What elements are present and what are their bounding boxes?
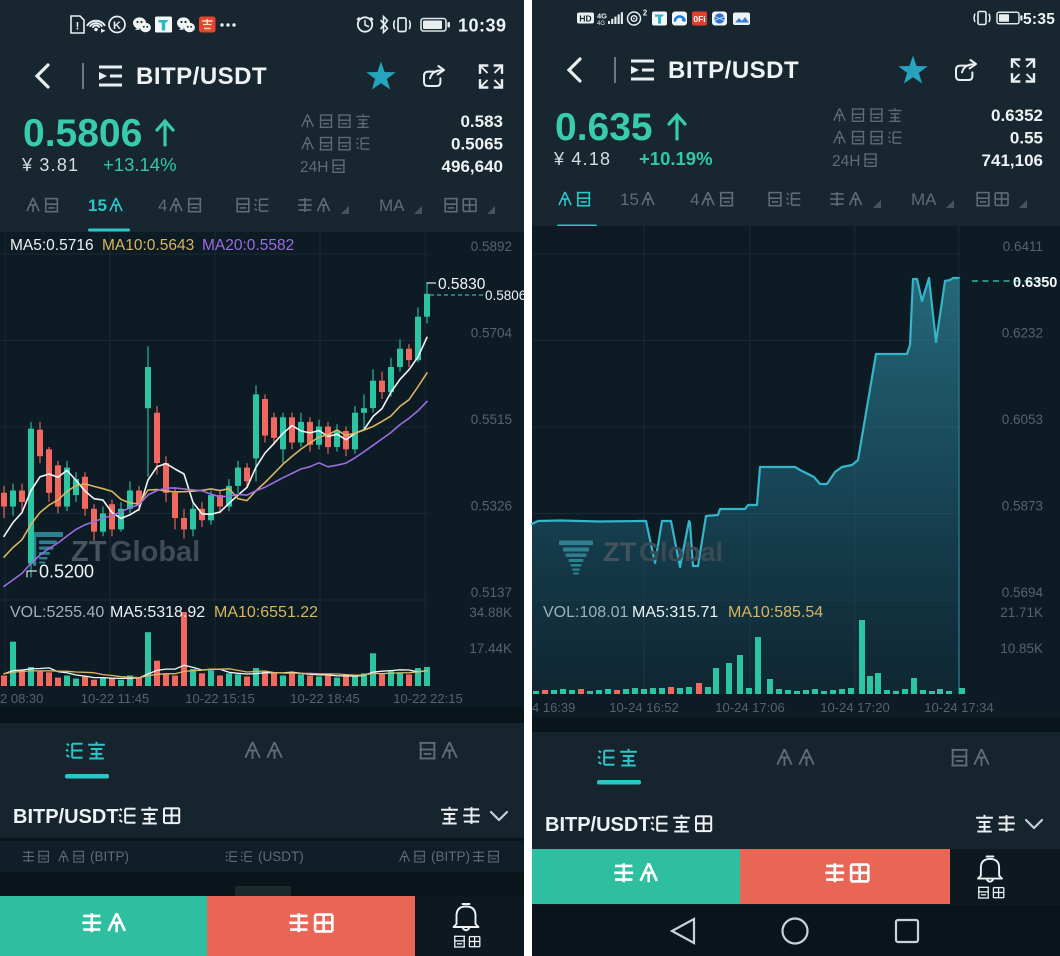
svg-text:+13.14%: +13.14% [103, 154, 177, 175]
svg-text:4: 4 [158, 196, 167, 215]
svg-text:0.5806: 0.5806 [485, 288, 526, 303]
svg-text:0.5326: 0.5326 [471, 499, 512, 514]
svg-text:0.635: 0.635 [555, 106, 653, 149]
svg-text:MA5:315.71: MA5:315.71 [632, 604, 718, 621]
svg-text:4G: 4G [597, 12, 607, 21]
svg-text:0.55: 0.55 [1010, 129, 1043, 148]
svg-text:21.71K: 21.71K [1000, 605, 1043, 620]
svg-text:0.5873: 0.5873 [1002, 499, 1043, 514]
svg-text:0.6411: 0.6411 [1003, 239, 1043, 254]
svg-text:BITP/USDT: BITP/USDT [545, 814, 651, 836]
svg-text:15: 15 [620, 190, 639, 209]
svg-text:10-22 18:45: 10-22 18:45 [290, 691, 359, 706]
svg-text:34.88K: 34.88K [469, 605, 512, 620]
svg-text:K: K [113, 20, 121, 32]
svg-text:0.6053: 0.6053 [1002, 412, 1043, 427]
svg-text:2: 2 [643, 9, 648, 18]
svg-text:+10.19%: +10.19% [639, 148, 713, 169]
svg-text:10-22 22:15: 10-22 22:15 [393, 691, 462, 706]
svg-text:24H: 24H [832, 153, 860, 170]
svg-text:5:35: 5:35 [1023, 11, 1055, 28]
svg-text:15: 15 [88, 196, 107, 215]
svg-text:0.6232: 0.6232 [1002, 326, 1043, 341]
svg-text:0.5806: 0.5806 [23, 112, 142, 155]
svg-text:0.5704: 0.5704 [471, 326, 513, 341]
svg-text:¥ 4.18: ¥ 4.18 [553, 149, 611, 169]
svg-text:10-24 17:06: 10-24 17:06 [715, 700, 784, 715]
svg-text:BITP/USDT: BITP/USDT [668, 57, 799, 84]
svg-text:10.85K: 10.85K [1000, 641, 1043, 656]
svg-text:0.5515: 0.5515 [471, 412, 512, 427]
svg-text:4G: 4G [597, 21, 605, 27]
svg-text:10-24 17:34: 10-24 17:34 [924, 700, 993, 715]
svg-text:4: 4 [690, 190, 699, 209]
svg-text:0.5200: 0.5200 [39, 562, 94, 582]
svg-text:MA5:0.5716: MA5:0.5716 [10, 237, 94, 254]
svg-text:741,106: 741,106 [982, 151, 1043, 170]
svg-text:0.5830: 0.5830 [438, 276, 486, 293]
svg-text:MA10:6551.22: MA10:6551.22 [214, 604, 318, 621]
svg-text:10:39: 10:39 [458, 16, 507, 36]
svg-text:496,640: 496,640 [442, 157, 503, 176]
svg-text:17.44K: 17.44K [469, 641, 512, 656]
svg-text:0.5065: 0.5065 [451, 135, 503, 154]
svg-text:VOL:5255.40: VOL:5255.40 [10, 604, 104, 621]
svg-text:0Fi: 0Fi [693, 14, 705, 24]
svg-text:ZT: ZT [603, 537, 636, 567]
svg-text:2 08:30: 2 08:30 [0, 691, 43, 706]
svg-text:MA20:0.5582: MA20:0.5582 [202, 237, 294, 254]
svg-text:MA10:585.54: MA10:585.54 [728, 604, 823, 621]
svg-text:ZT: ZT [71, 536, 107, 568]
svg-text:MA5:5318.92: MA5:5318.92 [110, 604, 205, 621]
svg-text:Global: Global [110, 536, 200, 568]
svg-text:10-24 17:20: 10-24 17:20 [820, 700, 889, 715]
svg-text:MA10:0.5643: MA10:0.5643 [102, 237, 194, 254]
svg-text:¥ 3.81: ¥ 3.81 [21, 155, 79, 175]
svg-text:0.6350: 0.6350 [1013, 275, 1057, 291]
svg-text:(USDT): (USDT) [258, 849, 304, 864]
svg-text:(BITP): (BITP) [431, 849, 470, 864]
svg-text:BITP/USDT: BITP/USDT [13, 806, 119, 828]
svg-text:HD: HD [579, 14, 591, 24]
svg-text:0.583: 0.583 [460, 112, 503, 131]
svg-text:10-22 11:45: 10-22 11:45 [81, 691, 149, 706]
svg-text:0.5892: 0.5892 [471, 239, 512, 254]
svg-text:BITP/USDT: BITP/USDT [136, 63, 267, 90]
svg-text:0.5694: 0.5694 [1002, 585, 1044, 600]
svg-text:24H: 24H [300, 159, 328, 176]
svg-text:(BITP): (BITP) [90, 849, 129, 864]
svg-text:MA: MA [911, 190, 937, 209]
svg-text:VOL:108.01: VOL:108.01 [543, 604, 629, 621]
svg-text:10-24 16:52: 10-24 16:52 [609, 700, 678, 715]
svg-text:0.5137: 0.5137 [471, 585, 512, 600]
svg-text:Global: Global [639, 537, 723, 567]
svg-text:!: ! [76, 21, 80, 33]
svg-text:4 16:39: 4 16:39 [532, 700, 575, 715]
svg-text:MA: MA [379, 196, 405, 215]
svg-text:10-22 15:15: 10-22 15:15 [185, 691, 254, 706]
svg-text:0.6352: 0.6352 [991, 106, 1043, 125]
